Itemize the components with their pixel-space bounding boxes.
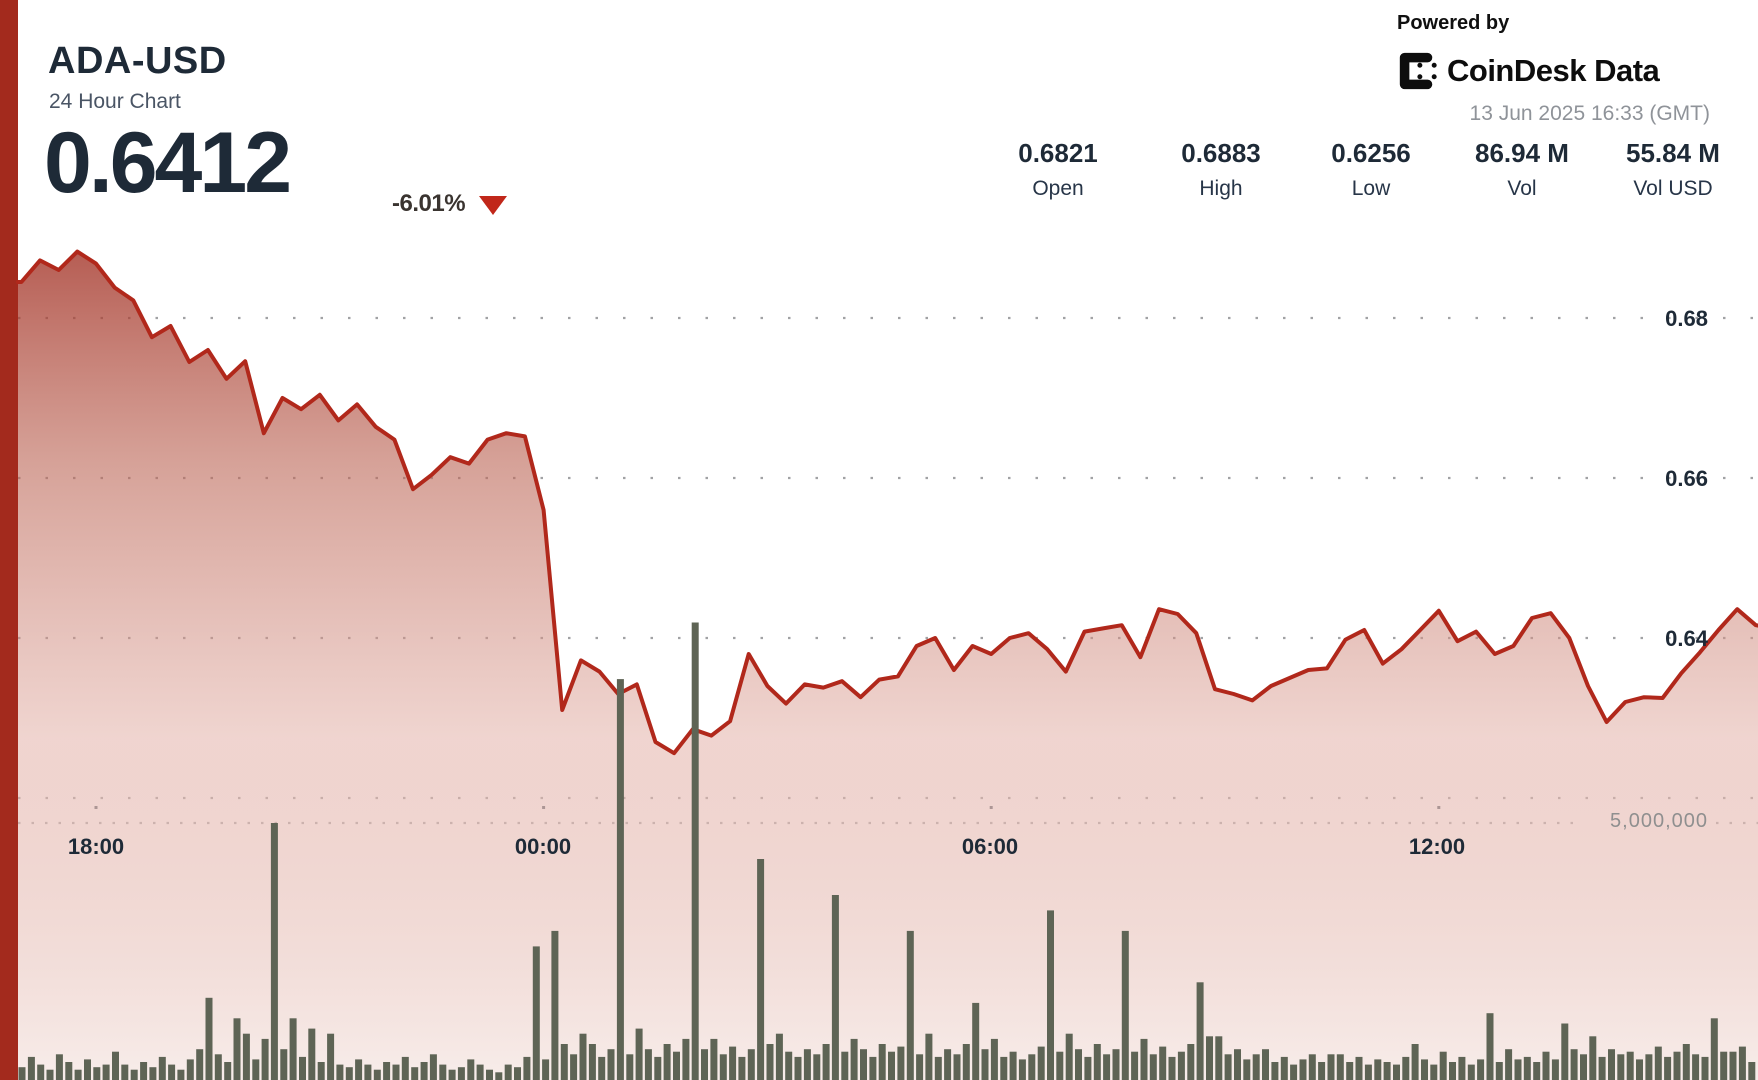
coindesk-brand[interactable]: CoinDesk Data: [1396, 50, 1660, 92]
stat-low-label: Low: [1351, 177, 1391, 200]
stat-vol-usd: 55.84 M Vol USD: [1593, 138, 1753, 201]
coindesk-logo-icon: [1399, 52, 1437, 90]
stat-vol: 86.94 M Vol: [1442, 138, 1602, 201]
stat-vol-value: 86.94 M: [1475, 138, 1569, 168]
brand-name: CoinDesk Data: [1447, 53, 1660, 88]
powered-by-label: Powered by: [1397, 12, 1510, 34]
symbol-title: ADA-USD: [48, 40, 227, 82]
stat-open-value: 0.6821: [1018, 138, 1098, 168]
stat-high-label: High: [1199, 177, 1243, 200]
change-percent: -6.01%: [392, 190, 466, 217]
down-triangle-icon: [479, 195, 508, 215]
stat-vol-usd-label: Vol USD: [1633, 177, 1713, 200]
volume-bars: [18, 622, 1756, 1080]
stat-high: 0.6883 High: [1141, 138, 1301, 201]
price-area-fill: [18, 251, 1758, 1080]
timestamp: 13 Jun 2025 16:33 (GMT): [1469, 102, 1710, 125]
stat-high-value: 0.6883: [1181, 138, 1261, 168]
chart-subtitle: 24 Hour Chart: [49, 90, 181, 113]
stat-low: 0.6256 Low: [1291, 138, 1451, 201]
price-line: [16, 249, 1758, 756]
price-change: -6.01%: [392, 190, 508, 218]
stat-open-label: Open: [1032, 177, 1084, 200]
volume-gridline-label: 5,000,000: [1610, 810, 1708, 832]
x-axis-label-1800: 18:00: [67, 834, 125, 859]
stat-open: 0.6821 Open: [978, 138, 1138, 201]
x-axis-label-1200: 12:00: [1408, 834, 1466, 859]
left-accent-bar: [0, 0, 18, 1080]
y-axis-label-068: 0.68: [1665, 306, 1708, 331]
y-axis-label-064: 0.64: [1665, 626, 1708, 651]
stat-vol-usd-value: 55.84 M: [1626, 138, 1720, 168]
current-price: 0.6412: [44, 115, 292, 211]
stat-low-value: 0.6256: [1331, 138, 1411, 168]
stat-vol-label: Vol: [1507, 177, 1537, 200]
x-axis-label-0000: 00:00: [514, 834, 572, 859]
x-axis-label-0600: 06:00: [961, 834, 1019, 859]
y-axis-label-066: 0.66: [1665, 466, 1708, 491]
